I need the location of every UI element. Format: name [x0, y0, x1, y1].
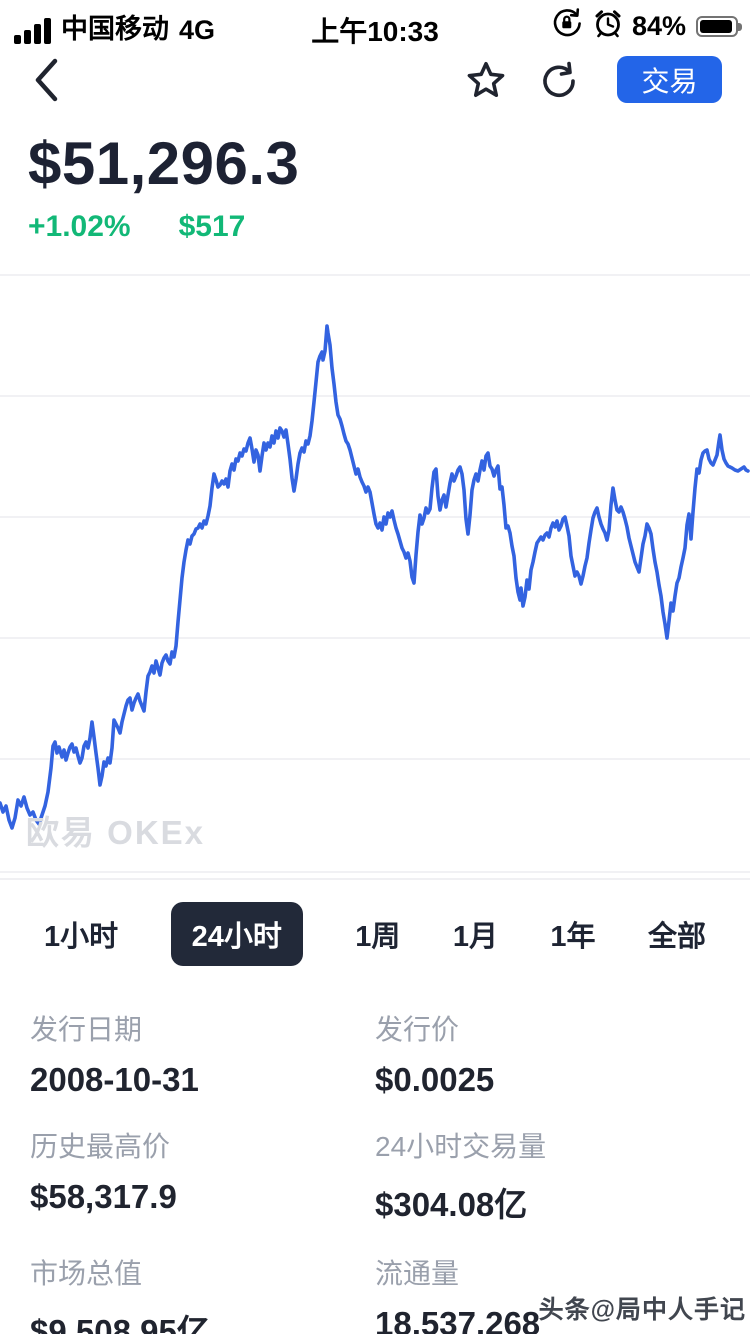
- divider: [0, 878, 750, 880]
- timeframe-tabs: 1小时 24小时 1周 1月 1年 全部: [0, 880, 750, 988]
- coin-stats: 发行日期 2008-10-31 发行价 $0.0025 历史最高价 $58,31…: [0, 988, 750, 1334]
- okex-watermark: 欧易 OKEx: [26, 814, 206, 851]
- carrier-label: 中国移动: [61, 13, 169, 44]
- battery-percent-label: 84%: [631, 10, 686, 41]
- tab-1y[interactable]: 1年: [550, 921, 596, 953]
- toutiao-watermark: 头条@局中人手记: [538, 1296, 746, 1324]
- stat-issue-price: 发行价 $0.0025: [375, 1014, 495, 1098]
- price-change-percent: +1.02%: [28, 210, 131, 243]
- tab-1h[interactable]: 1小时: [44, 921, 119, 953]
- stat-circulating-supply: 流通量 18,537,268: [375, 1258, 541, 1334]
- nav-bar: 交易: [0, 44, 750, 115]
- price-change-amount: $517: [178, 210, 246, 243]
- tab-all[interactable]: 全部: [647, 921, 706, 953]
- battery-icon: [696, 15, 742, 37]
- refresh-icon[interactable]: [539, 60, 579, 100]
- stat-issue-date: 发行日期 2008-10-31: [30, 1014, 199, 1098]
- status-bar: 中国移动 4G 上午10:33 84%: [0, 0, 750, 47]
- back-button[interactable]: [32, 57, 60, 103]
- tab-1m[interactable]: 1月: [452, 921, 498, 953]
- price-line-series: [0, 324, 750, 830]
- stat-all-time-high: 历史最高价 $58,317.9: [30, 1131, 177, 1215]
- price-chart[interactable]: 欧易 OKEx: [0, 260, 750, 878]
- price-value: $51,296.3: [28, 130, 300, 197]
- tab-24h[interactable]: 24小时: [170, 902, 303, 966]
- stat-24h-volume: 24小时交易量 $304.08亿: [375, 1131, 547, 1223]
- clock-label: 上午10:33: [311, 16, 439, 47]
- network-type-label: 4G: [179, 14, 216, 45]
- price-block: $51,296.3 +1.02% $517: [0, 115, 750, 260]
- trade-button[interactable]: 交易: [617, 56, 722, 103]
- signal-strength-icon: [14, 17, 51, 46]
- stat-market-cap: 市场总值 $9,508.95亿: [30, 1258, 210, 1334]
- tab-1w[interactable]: 1周: [355, 921, 401, 953]
- alarm-icon: [592, 7, 624, 46]
- favorite-star-icon[interactable]: [465, 59, 507, 101]
- orientation-lock-icon: [550, 6, 584, 47]
